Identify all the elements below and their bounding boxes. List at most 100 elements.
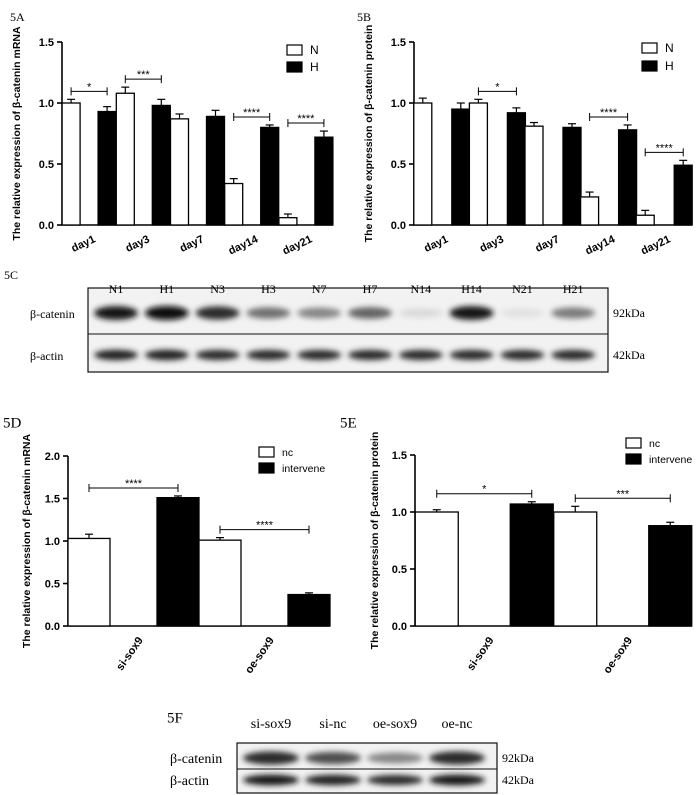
bar-N-day1 bbox=[61, 102, 81, 226]
y-tick-label: 1.0 bbox=[45, 536, 60, 548]
lane-label: N14 bbox=[410, 282, 431, 296]
band-β-actin-oe-nc bbox=[429, 774, 485, 786]
band-β-actin-H14 bbox=[449, 349, 494, 361]
x-tick-label: oe-sox9 bbox=[601, 635, 635, 676]
lane-label: H3 bbox=[261, 282, 276, 296]
legend-label-intervene: intervene bbox=[649, 454, 692, 466]
band-β-actin-N21 bbox=[500, 349, 545, 361]
chart-5E: 5E 0.0 0.5 1.0 1.5 The relative expression of… bbox=[340, 416, 693, 676]
legend-label-nc: nc bbox=[649, 438, 660, 450]
bar-H-day3 bbox=[151, 104, 171, 226]
legend-label-nc: nc bbox=[282, 447, 293, 459]
y-tick-label: 0.0 bbox=[45, 621, 60, 633]
sig-label: * bbox=[87, 81, 92, 93]
blot-size-label: 92kDa bbox=[502, 751, 535, 765]
panel-label: 5E bbox=[340, 416, 357, 432]
bar-H-day1 bbox=[97, 110, 117, 226]
sig-label: * bbox=[482, 484, 487, 496]
band-β-catenin-N1 bbox=[94, 306, 138, 320]
bar-N-day14 bbox=[224, 182, 244, 226]
band-β-catenin-H14 bbox=[449, 306, 494, 320]
legend-swatch-N bbox=[641, 42, 658, 54]
lane-label: N7 bbox=[312, 282, 327, 296]
legend-swatch-nc bbox=[625, 437, 642, 449]
x-tick-label: day14 bbox=[584, 233, 618, 257]
sig-label: *** bbox=[616, 488, 630, 500]
band-β-catenin-N14 bbox=[398, 308, 443, 318]
x-tick-label: si-sox9 bbox=[114, 635, 146, 673]
y-axis-label: The relative expression of β-catenin pro… bbox=[363, 25, 375, 243]
lane-label: N1 bbox=[109, 282, 124, 296]
y-tick-label: 0.0 bbox=[392, 621, 407, 633]
band-β-actin-H1 bbox=[144, 349, 189, 361]
band-β-catenin-N3 bbox=[195, 306, 240, 320]
sig-label: * bbox=[495, 81, 500, 93]
band-β-actin-N14 bbox=[398, 349, 443, 361]
legend-swatch-intervene bbox=[625, 453, 642, 465]
bar-nc-oe-sox9 bbox=[553, 511, 598, 627]
bar-N-day7 bbox=[169, 118, 190, 226]
x-tick-label: si-sox9 bbox=[465, 635, 497, 673]
panel-label: 5B bbox=[357, 10, 371, 24]
blot-row-label: β-actin bbox=[170, 774, 209, 789]
x-tick-label: day21 bbox=[639, 233, 672, 257]
y-tick-label: 1.0 bbox=[39, 98, 54, 110]
y-tick-label: 0.0 bbox=[39, 220, 54, 232]
bar-H-day7 bbox=[562, 126, 582, 226]
chart-5B: 5B 0.0 0.5 1.0 1.5 The relative expression of… bbox=[357, 10, 693, 257]
panel-label: 5D bbox=[3, 416, 22, 432]
band-β-catenin-oe-nc bbox=[429, 751, 485, 765]
y-tick-label: 1.5 bbox=[392, 450, 407, 462]
bar-N-day21 bbox=[635, 214, 655, 226]
y-axis-label: The relative expression of β-catenin mRN… bbox=[21, 434, 33, 649]
bar-nc-si-sox9 bbox=[67, 537, 111, 627]
band-β-catenin-H7 bbox=[348, 307, 392, 319]
bar-N-day21 bbox=[278, 217, 298, 226]
bar-H-day21 bbox=[673, 164, 693, 226]
y-tick-label: 1.0 bbox=[392, 507, 407, 519]
bar-H-day14 bbox=[260, 126, 280, 226]
x-tick-label: day1 bbox=[70, 233, 98, 254]
bar-N-day3 bbox=[468, 102, 489, 226]
band-β-actin-H7 bbox=[348, 349, 392, 361]
x-tick-label: day1 bbox=[422, 233, 450, 254]
y-tick-label: 1.5 bbox=[39, 37, 54, 49]
panel-label: 5F bbox=[167, 711, 183, 727]
blot-5F: 5F si-sox9 si-nc oe-sox9 oe-nc β-catenin 92kDa… bbox=[167, 711, 535, 794]
sig-label: **** bbox=[297, 113, 315, 125]
band-β-actin-H21 bbox=[551, 349, 596, 361]
y-tick-label: 1.5 bbox=[45, 494, 60, 506]
y-tick-label: 0.5 bbox=[39, 159, 54, 171]
lane-label: H14 bbox=[461, 282, 482, 296]
band-β-actin-si-sox9 bbox=[243, 774, 299, 786]
bar-H-day3 bbox=[506, 112, 527, 226]
bar-N-day7 bbox=[524, 125, 544, 226]
blot-frame bbox=[236, 742, 498, 794]
band-β-catenin-oe-sox9 bbox=[367, 752, 423, 764]
x-tick-label: day14 bbox=[227, 233, 261, 257]
chart-5A: 5A 0.0 0.5 1.0 1.5 The relative expression of… bbox=[10, 10, 334, 257]
bar-nc-si-sox9 bbox=[414, 511, 459, 627]
lane-label: H1 bbox=[159, 282, 174, 296]
sig-label: **** bbox=[243, 107, 261, 119]
band-β-actin-N3 bbox=[195, 349, 240, 361]
legend-label-N: N bbox=[310, 43, 319, 57]
band-β-catenin-N21 bbox=[500, 308, 545, 318]
band-β-actin-H3 bbox=[246, 349, 291, 361]
bar-H-day14 bbox=[617, 129, 638, 226]
blot-size-label: 42kDa bbox=[502, 773, 535, 787]
bar-intervene-oe-sox9 bbox=[287, 593, 331, 627]
legend-label-N: N bbox=[665, 41, 674, 55]
y-tick-label: 1.5 bbox=[391, 37, 406, 49]
blot-row-label: β-actin bbox=[30, 349, 63, 363]
bar-H-day21 bbox=[314, 136, 334, 226]
legend-swatch-H bbox=[641, 60, 658, 72]
y-tick-label: 1.0 bbox=[391, 98, 406, 110]
bar-H-day7 bbox=[205, 115, 226, 226]
blot-size-label: 92kDa bbox=[613, 306, 646, 320]
band-β-actin-N7 bbox=[297, 349, 342, 361]
lane-label: N21 bbox=[512, 282, 533, 296]
legend-label-intervene: intervene bbox=[282, 463, 325, 475]
band-β-catenin-si-sox9 bbox=[243, 751, 299, 765]
bar-N-day14 bbox=[579, 196, 600, 226]
